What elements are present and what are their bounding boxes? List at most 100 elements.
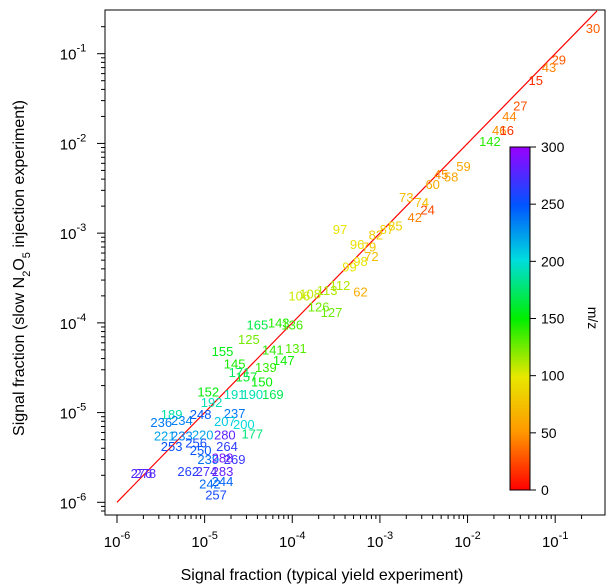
data-point: 189 [161,407,183,422]
data-point: 16 [500,123,514,138]
data-point: 136 [281,317,303,332]
data-point: 15 [529,73,543,88]
data-point: 147 [273,353,295,368]
data-point: 152 [197,384,219,399]
data-point: 106 [288,288,310,303]
data-point: 60 [425,177,439,192]
data-point: 239 [197,452,219,467]
x-tick-label: 10-1 [542,530,568,551]
colorbar-tick-label: 250 [541,196,565,212]
y-axis-title: Signal fraction (slow N2O5 injection exp… [11,100,33,436]
data-point: 278 [134,466,156,481]
data-point: 87 [380,222,394,237]
data-point: 131 [285,341,307,356]
data-point: 30 [586,21,600,36]
colorbar-tick-label: 150 [541,311,565,327]
x-tick-label: 10-4 [279,530,305,551]
colorbar: 0 50 100 150 200 250 300 m/z [509,139,601,498]
reference-line-1to1 [116,10,598,503]
data-point: 165 [247,317,269,332]
data-point: 288 [212,451,234,466]
data-point: 112 [330,278,351,293]
data-point: 192 [201,395,223,410]
data-point: 45 [434,167,448,182]
data-point: 59 [456,159,470,174]
y-axis: 10-6 10-5 10-4 10-3 10-2 10-1 [60,26,105,512]
data-point: 280 [214,428,236,443]
data-point: 82 [369,228,383,243]
data-point: 62 [353,285,367,300]
colorbar-ticks: 0 50 100 150 200 250 300 [530,139,565,498]
data-point: 253 [161,439,183,454]
data-point: 155 [212,344,234,359]
y-tick-label: 10-2 [60,132,86,153]
data-point: 269 [224,452,246,467]
data-point: 274 [196,464,218,479]
y-tick-label: 10-6 [60,491,86,512]
data-point: 237 [224,406,246,421]
data-point: 143 [268,315,290,330]
data-point: 44 [502,109,516,124]
data-point: 29 [552,53,566,68]
data-point: 58 [444,170,458,185]
y-tick-label: 10-4 [60,312,86,333]
data-point: 42 [408,210,422,225]
data-point: 73 [399,190,413,205]
data-point: 242 [199,476,221,491]
data-point: 207 [214,414,236,429]
data-point: 191 [224,387,246,402]
x-axis: 10-6 10-5 10-4 10-3 10-2 10-1 [104,515,583,551]
data-point: 257 [205,488,227,503]
data-point: 250 [190,443,212,458]
data-point: 262 [177,464,199,479]
data-point: 142 [479,134,501,149]
data-point: 264 [216,439,238,454]
data-point: 97 [333,222,347,237]
x-tick-label: 10-3 [367,530,393,551]
y-tick-label: 10-5 [60,402,86,423]
data-point: 85 [388,219,402,234]
data-point: 99 [342,259,356,274]
data-point: 43 [542,60,556,75]
data-point: 169 [262,387,284,402]
y-tick-label: 10-3 [60,222,86,243]
data-point: 177 [241,426,263,441]
data-point: 283 [212,464,234,479]
y-tick-label: 10-1 [60,43,86,64]
x-axis-title: Signal fraction (typical yield experimen… [181,567,464,584]
data-point: 127 [321,305,343,320]
plot-frame [104,9,606,516]
colorbar-tick-label: 200 [541,253,565,269]
data-point: 157 [236,369,258,384]
x-tick-label: 10-2 [454,530,480,551]
data-point: 236 [150,415,172,430]
data-point: 171 [229,365,251,380]
x-tick-label: 10-6 [104,530,130,551]
data-point: 27 [513,99,527,114]
data-point: 150 [251,374,273,389]
data-point: 98 [353,254,367,269]
data-point: 141 [262,342,284,357]
data-point: 234 [171,413,193,428]
colorbar-tick-label: 50 [541,425,557,441]
data-point: 96 [350,237,364,252]
colorbar-tick-label: 100 [541,368,565,384]
data-point: 190 [241,387,263,402]
x-tick-label: 10-5 [191,530,217,551]
data-point: 126 [308,300,330,315]
data-point: 244 [212,474,234,489]
colorbar-tick-label: 300 [541,139,565,155]
data-point: 233 [171,428,193,443]
data-point: 108 [299,286,321,301]
data-point: 220 [192,428,214,443]
data-point: 200 [233,417,255,432]
data-point: 113 [317,283,338,298]
data-point: 74 [414,195,428,210]
data-point: 46 [492,123,506,138]
colorbar-label: m/z [585,307,601,330]
reference-line-layer [116,10,598,503]
data-point: 72 [364,249,378,264]
data-point: 125 [238,332,260,347]
